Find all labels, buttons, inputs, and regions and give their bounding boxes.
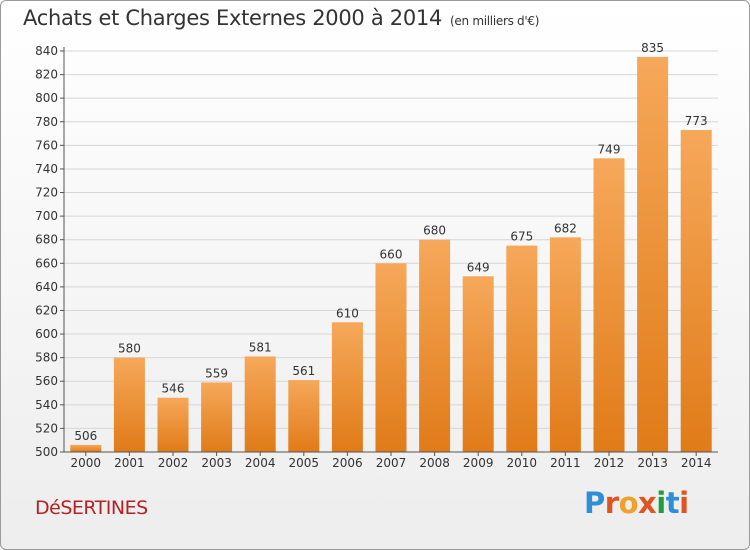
x-tick-label-2011: 2011 bbox=[550, 456, 581, 470]
y-tick-label: 760 bbox=[35, 138, 58, 152]
y-tick-label: 800 bbox=[35, 91, 58, 105]
proxiti-logo[interactable]: Proxiti bbox=[584, 486, 689, 520]
data-label-2006: 610 bbox=[336, 306, 359, 320]
y-tick-label: 680 bbox=[35, 233, 58, 247]
data-label-2014: 773 bbox=[685, 114, 708, 128]
y-tick-label: 820 bbox=[35, 68, 58, 82]
data-label-2009: 649 bbox=[467, 260, 490, 274]
x-tick-label-2004: 2004 bbox=[245, 456, 276, 470]
x-tick-label-2001: 2001 bbox=[114, 456, 145, 470]
y-tick-label: 840 bbox=[35, 44, 58, 58]
y-tick-label: 540 bbox=[35, 398, 58, 412]
data-label-2011: 682 bbox=[554, 221, 577, 235]
data-label-2001: 580 bbox=[118, 342, 141, 356]
y-tick-label: 520 bbox=[35, 421, 58, 435]
data-label-2000: 506 bbox=[74, 429, 97, 443]
data-label-2003: 559 bbox=[205, 366, 228, 380]
x-tick-label-2014: 2014 bbox=[681, 456, 712, 470]
x-tick-label-2008: 2008 bbox=[419, 456, 450, 470]
bar-2001 bbox=[113, 357, 145, 452]
logo-letter: P bbox=[584, 486, 605, 520]
logo-letter: o bbox=[618, 486, 639, 520]
x-tick-label-2013: 2013 bbox=[637, 456, 668, 470]
y-tick-label: 720 bbox=[35, 186, 58, 200]
chart-title-text: Achats et Charges Externes 2000 à 2014 bbox=[23, 6, 443, 30]
y-tick-label: 620 bbox=[35, 303, 58, 317]
chart-title: Achats et Charges Externes 2000 à 2014 (e… bbox=[23, 6, 539, 30]
x-tick-label-2007: 2007 bbox=[376, 456, 407, 470]
x-tick-label-2009: 2009 bbox=[463, 456, 494, 470]
y-tick-label: 780 bbox=[35, 115, 58, 129]
data-label-2007: 660 bbox=[380, 247, 403, 261]
y-tick-label: 580 bbox=[35, 351, 58, 365]
bar-2006 bbox=[331, 322, 363, 452]
bar-2010 bbox=[506, 245, 538, 452]
bars: 506 580 546 559 581 561 610 660 680 649 675 682 749 8… bbox=[70, 41, 712, 453]
bar-2005 bbox=[288, 380, 320, 452]
bar-2013 bbox=[637, 56, 669, 452]
x-tick-label-2002: 2002 bbox=[158, 456, 189, 470]
bar-2007 bbox=[375, 263, 407, 452]
bar-2002 bbox=[157, 397, 189, 452]
logo-letter: x bbox=[638, 486, 657, 520]
y-tick-label: 700 bbox=[35, 209, 58, 223]
data-label-2013: 835 bbox=[641, 41, 664, 55]
x-tick-label-2003: 2003 bbox=[201, 456, 232, 470]
bar-2000 bbox=[70, 444, 102, 452]
y-tick-label: 560 bbox=[35, 374, 58, 388]
logo-letter: r bbox=[604, 486, 619, 520]
data-label-2004: 581 bbox=[249, 340, 272, 354]
x-axis: 2000 2001 2002 2003 2004 2005 2006 2007 2008 2009… bbox=[64, 451, 718, 470]
data-label-2005: 561 bbox=[292, 364, 315, 378]
data-label-2002: 546 bbox=[162, 382, 185, 396]
bar-2008 bbox=[419, 239, 451, 452]
x-tick-label-2006: 2006 bbox=[332, 456, 363, 470]
bar-2012 bbox=[593, 158, 625, 452]
bar-2011 bbox=[549, 237, 581, 452]
x-tick-label-2010: 2010 bbox=[507, 456, 538, 470]
y-tick-label: 740 bbox=[35, 162, 58, 176]
logo-letter: t bbox=[665, 486, 680, 520]
x-tick-label-2005: 2005 bbox=[289, 456, 320, 470]
y-axis: 500 520 540 560 580 600 620 640 660 680 700 720 740 7… bbox=[35, 44, 65, 459]
bar-2004 bbox=[244, 356, 276, 452]
data-label-2010: 675 bbox=[510, 230, 533, 244]
bar-2009 bbox=[462, 276, 494, 452]
data-label-2012: 749 bbox=[598, 142, 621, 156]
commune-name: DéSERTINES bbox=[35, 497, 148, 519]
y-tick-label: 500 bbox=[35, 445, 58, 459]
y-tick-label: 600 bbox=[35, 327, 58, 341]
x-tick-label-2000: 2000 bbox=[71, 456, 102, 470]
y-tick-label: 660 bbox=[35, 256, 58, 270]
bar-2003 bbox=[201, 382, 233, 452]
x-tick-label-2012: 2012 bbox=[594, 456, 625, 470]
logo-letter: i bbox=[656, 486, 666, 520]
logo-letter: i bbox=[679, 486, 689, 520]
chart-unit: (en milliers d'€) bbox=[450, 14, 540, 28]
data-label-2008: 680 bbox=[423, 224, 446, 238]
bar-2014 bbox=[680, 130, 712, 453]
y-tick-label: 640 bbox=[35, 280, 58, 294]
